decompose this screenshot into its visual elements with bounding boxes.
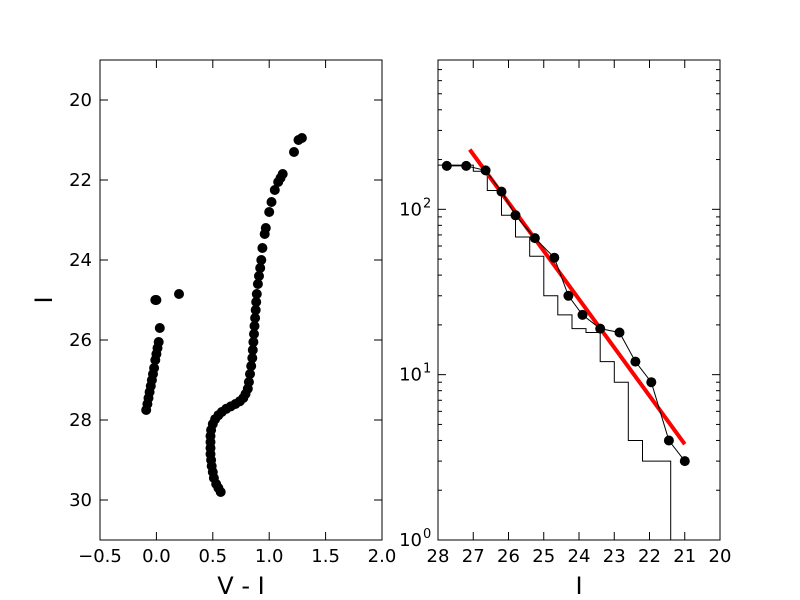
lf-x-tick-label: 27 <box>462 546 485 567</box>
lf-x-axis-label: I <box>575 572 582 600</box>
cmd-point <box>252 279 263 289</box>
cmd-y-tick-label: 30 <box>69 490 92 511</box>
lf-y-tick-exponent: 1 <box>423 362 431 377</box>
cmd-point <box>174 289 184 299</box>
cmd-point <box>245 369 255 379</box>
cmd-y-tick-label: 20 <box>69 90 92 111</box>
cmd-y-tick-label: 24 <box>69 250 92 271</box>
cmd-point <box>296 133 307 143</box>
lf-point <box>595 323 606 334</box>
lf-point <box>614 327 625 338</box>
cmd-point <box>248 337 259 347</box>
cmd-points <box>141 133 307 497</box>
cmd-point <box>247 345 258 355</box>
cmd-point <box>247 353 258 363</box>
cmd-x-tick-label: 0.5 <box>198 546 227 567</box>
cmd-x-tick-label: 1.0 <box>255 546 284 567</box>
cmd-point <box>249 321 260 331</box>
lf-points <box>441 160 690 467</box>
lf-point <box>577 309 588 320</box>
lf-x-tick-label: 22 <box>638 546 661 567</box>
cmd-point <box>257 243 268 253</box>
lf-point <box>663 435 674 446</box>
cmd-point <box>255 263 266 273</box>
cmd-panel: −0.5 0.0 0.5 1.0 1.5 2.0 20 22 24 26 28 30 V - I I <box>30 59 396 600</box>
lf-point <box>441 160 452 171</box>
cmd-point <box>246 361 257 371</box>
lf-y-tick-label: 10 <box>399 530 422 551</box>
cmd-point <box>250 305 261 315</box>
lf-x-tick-label: 21 <box>673 546 696 567</box>
cmd-ticks: −0.5 0.0 0.5 1.0 1.5 2.0 20 22 24 26 28 30 <box>69 60 396 567</box>
cmd-point <box>251 289 262 299</box>
cmd-point <box>266 197 277 207</box>
cmd-point <box>251 297 262 307</box>
lf-point <box>630 356 641 367</box>
cmd-point <box>269 185 280 195</box>
lf-point <box>510 210 521 221</box>
lf-point <box>461 160 472 171</box>
lf-x-tick-label: 20 <box>709 546 732 567</box>
cmd-point <box>250 313 261 323</box>
lf-x-tick-label: 28 <box>427 546 450 567</box>
cmd-x-axis-label: V - I <box>217 572 264 600</box>
lf-x-tick-label: 24 <box>568 546 591 567</box>
lf-y-tick-label: 10 <box>399 199 422 220</box>
lf-point <box>563 290 574 301</box>
cmd-point <box>243 377 254 387</box>
cmd-x-tick-label: 0.0 <box>142 546 171 567</box>
cmd-point <box>264 207 275 217</box>
cmd-y-tick-label: 26 <box>69 330 92 351</box>
cmd-point <box>249 329 259 339</box>
lf-point <box>496 186 507 197</box>
lf-x-tick-label: 26 <box>497 546 520 567</box>
lf-histogram <box>438 164 685 541</box>
cmd-point <box>153 337 164 347</box>
cmd-y-tick-label: 22 <box>69 170 92 191</box>
lf-y-tick-exponent: 2 <box>423 196 431 211</box>
lf-x-tick-label: 25 <box>532 546 555 567</box>
lf-y-tick-exponent: 0 <box>423 527 431 542</box>
cmd-x-tick-label: −0.5 <box>78 546 122 567</box>
lf-y-tick-label: 10 <box>399 365 422 386</box>
cmd-x-tick-label: 2.0 <box>368 546 397 567</box>
cmd-y-axis-label: I <box>30 296 58 303</box>
lf-point <box>549 252 560 263</box>
cmd-point <box>154 323 165 333</box>
lf-x-tick-label: 23 <box>603 546 626 567</box>
cmd-point <box>254 271 264 281</box>
lf-point <box>480 165 491 176</box>
cmd-point <box>150 295 161 305</box>
lf-point <box>679 456 690 467</box>
lf-histogram-step <box>438 164 685 541</box>
lf-point <box>646 377 657 388</box>
cmd-point <box>260 223 271 233</box>
cmd-point <box>277 169 288 179</box>
cmd-y-tick-label: 28 <box>69 410 92 431</box>
cmd-plot-frame <box>99 59 383 541</box>
cmd-point <box>289 147 299 157</box>
cmd-point <box>149 363 160 373</box>
cmd-x-tick-label: 1.5 <box>311 546 340 567</box>
cmd-point <box>256 255 267 265</box>
lf-point <box>529 233 540 244</box>
